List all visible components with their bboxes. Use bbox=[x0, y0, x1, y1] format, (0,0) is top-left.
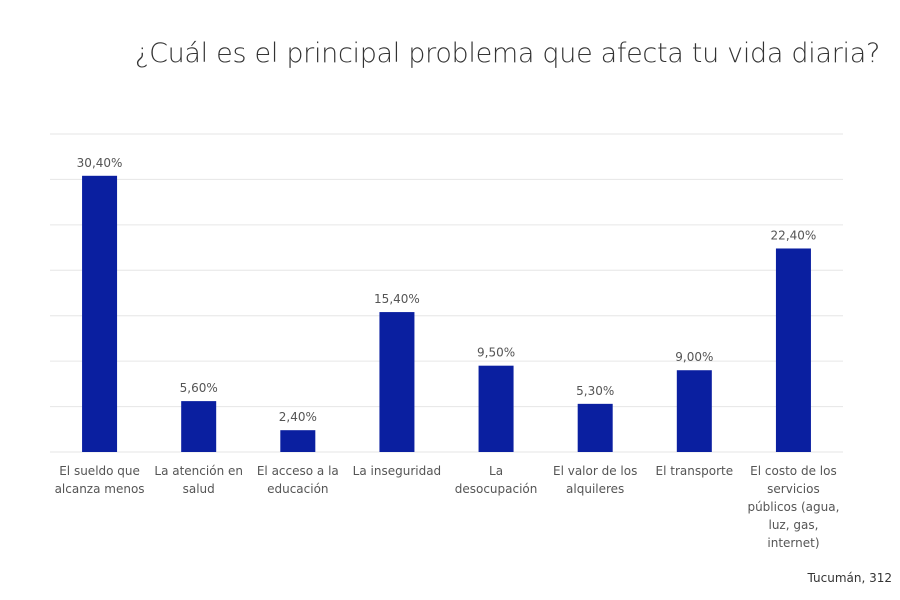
bar bbox=[676, 370, 712, 452]
category-label: El valor de los alquileres bbox=[553, 464, 638, 496]
data-label: 15,40% bbox=[374, 292, 420, 306]
data-label: 5,60% bbox=[180, 381, 218, 395]
bar bbox=[379, 312, 415, 452]
data-label: 9,00% bbox=[675, 350, 713, 364]
bar bbox=[280, 430, 316, 452]
category-label: El costo de los servicios públicos (agua… bbox=[747, 464, 840, 550]
bar bbox=[577, 403, 613, 452]
bar bbox=[82, 175, 118, 452]
data-label: 2,40% bbox=[279, 410, 317, 424]
category-label: La atención en salud bbox=[154, 464, 243, 496]
category-label: La desocupación bbox=[454, 464, 538, 496]
category-label: La inseguridad bbox=[352, 464, 442, 478]
bar bbox=[478, 365, 514, 452]
bar bbox=[775, 248, 811, 452]
chart-title: ¿Cuál es el principal problema que afect… bbox=[134, 38, 880, 69]
category-label: El transporte bbox=[655, 464, 734, 478]
data-label: 30,40% bbox=[77, 156, 123, 170]
data-label: 9,50% bbox=[477, 346, 515, 360]
data-label: 22,40% bbox=[771, 228, 817, 242]
category-label: El sueldo que alcanza menos bbox=[54, 464, 145, 496]
bar bbox=[181, 401, 217, 452]
category-label: El acceso a la educación bbox=[256, 464, 339, 496]
source-note: Tucumán, 312 bbox=[807, 571, 893, 585]
data-label: 5,30% bbox=[576, 384, 614, 398]
